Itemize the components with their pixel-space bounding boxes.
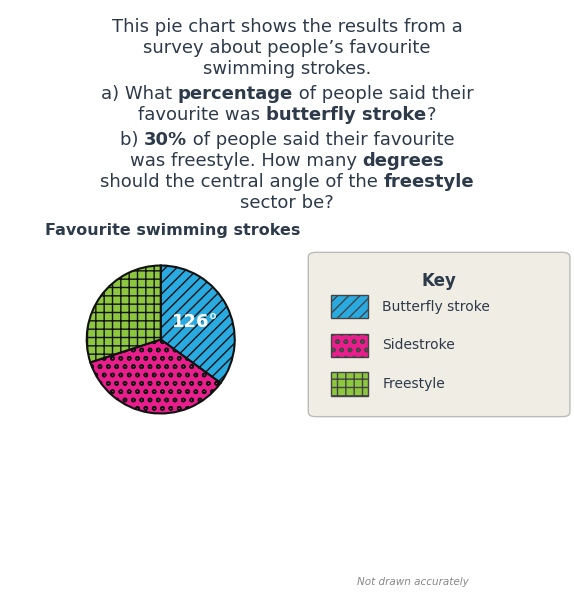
Text: butterfly stroke: butterfly stroke	[266, 106, 426, 124]
Text: survey about people’s favourite: survey about people’s favourite	[144, 39, 430, 57]
Bar	[331, 373, 367, 396]
Text: of people said their: of people said their	[293, 85, 474, 103]
Text: degrees: degrees	[363, 152, 444, 170]
Text: Sidestroke: Sidestroke	[382, 338, 455, 352]
Text: Not drawn accurately: Not drawn accurately	[358, 577, 469, 587]
Text: percentage: percentage	[177, 85, 293, 103]
Text: favourite was: favourite was	[138, 106, 266, 124]
Text: This pie chart shows the results from a: This pie chart shows the results from a	[111, 18, 463, 36]
Text: Favourite swimming strokes: Favourite swimming strokes	[45, 223, 300, 238]
Bar	[331, 295, 367, 318]
Wedge shape	[90, 340, 220, 413]
Text: was freestyle. How many: was freestyle. How many	[130, 152, 363, 170]
Text: 30%: 30%	[144, 131, 187, 149]
Text: should the central angle of the: should the central angle of the	[100, 173, 383, 191]
Text: 126°: 126°	[172, 313, 218, 331]
Text: Freestyle: Freestyle	[382, 377, 445, 391]
Text: ?: ?	[426, 106, 436, 124]
Text: b): b)	[119, 131, 144, 149]
Text: swimming strokes.: swimming strokes.	[203, 60, 371, 78]
FancyBboxPatch shape	[308, 253, 570, 416]
Bar	[331, 334, 367, 357]
Text: of people said their favourite: of people said their favourite	[187, 131, 455, 149]
Text: a) What: a) What	[100, 85, 177, 103]
Wedge shape	[161, 265, 235, 383]
Text: Key: Key	[422, 272, 456, 290]
Text: Butterfly stroke: Butterfly stroke	[382, 299, 490, 314]
Text: sector be?: sector be?	[240, 194, 334, 212]
Wedge shape	[87, 265, 161, 362]
Text: freestyle: freestyle	[383, 173, 474, 191]
